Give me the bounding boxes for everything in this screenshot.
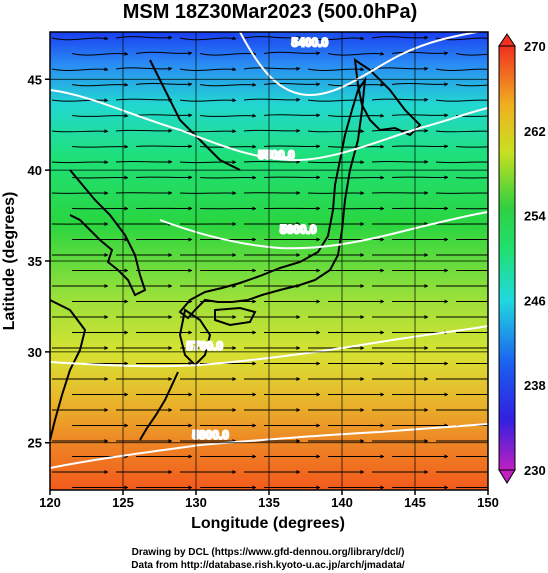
- wind-arrow: [371, 35, 429, 40]
- wind-arrow: [179, 67, 237, 72]
- x-tick-label: 145: [404, 495, 426, 510]
- wind-arrow: [263, 144, 321, 149]
- y-tick-label: 35: [28, 254, 42, 269]
- y-axis-label: Latitude (degrees): [1, 192, 18, 331]
- chart-title: MSM 18Z30Mar2023 (500.0hPa): [123, 1, 418, 23]
- coast-kyushu: [178, 308, 212, 367]
- coast-ryukyu: [139, 371, 179, 441]
- colorbar-label: 262: [524, 124, 546, 139]
- contour-line: [159, 211, 488, 250]
- x-tick-label: 125: [112, 495, 134, 510]
- contour-label: 5600.0: [280, 223, 317, 237]
- wind-arrow: [391, 51, 449, 56]
- wind-arrow: [391, 113, 449, 118]
- x-tick-label: 150: [477, 495, 499, 510]
- cold-core: [130, 32, 470, 172]
- y-tick-label: 45: [28, 72, 42, 87]
- contour-line: [239, 32, 483, 97]
- wind-arrow: [179, 98, 237, 103]
- wind-arrow: [391, 82, 449, 87]
- coast-japan-main: [178, 76, 367, 320]
- coast-korea: [69, 169, 147, 297]
- coast-russia: [149, 59, 241, 171]
- colorbar: 230 238 246 254 262 270: [498, 33, 546, 484]
- wind-arrow: [115, 35, 173, 40]
- credit-dcl: Drawing by DCL (https://www.gfd-dennou.o…: [132, 547, 405, 558]
- wind-arrow: [135, 51, 193, 56]
- wind-arrow: [307, 36, 365, 41]
- wind-arrow: [199, 113, 257, 118]
- wind-arrow: [199, 144, 257, 149]
- wind-arrow: [391, 144, 449, 149]
- wind-arrow: [179, 36, 237, 41]
- wind-arrow: [327, 51, 385, 56]
- colorbar-label: 270: [524, 39, 546, 54]
- wind-arrow: [71, 144, 129, 149]
- x-axis-label: Longitude (degrees): [191, 515, 345, 532]
- wind-arrow: [455, 146, 488, 148]
- wind-arrow: [115, 128, 173, 133]
- wind-arrow: [51, 98, 109, 103]
- wind-arrow: [179, 160, 237, 165]
- wind-arrow: [51, 160, 109, 165]
- contour-label: 5700.0: [186, 339, 223, 353]
- contour-label: 5500.0: [258, 148, 295, 162]
- wind-arrow: [71, 82, 129, 87]
- wind-arrow: [115, 66, 173, 71]
- wind-arrow: [371, 97, 429, 102]
- wind-arrow: [51, 67, 109, 72]
- wind-arrow: [435, 161, 488, 164]
- wind-arrow: [455, 84, 488, 87]
- wind-arrow: [307, 98, 365, 103]
- wind-arrow: [243, 66, 301, 71]
- colorbar-label: 254: [524, 209, 546, 224]
- grid: [50, 32, 488, 490]
- coastlines: [50, 57, 422, 441]
- wind-arrow: [71, 113, 129, 118]
- wind-arrow: [243, 35, 301, 40]
- colorbar-min-triangle: [498, 469, 516, 484]
- wind-arrow: [51, 36, 109, 41]
- contour-label: 5400.0: [292, 36, 329, 50]
- wind-arrow: [327, 113, 385, 118]
- coast-hokkaido: [353, 57, 422, 137]
- coast-china: [50, 299, 87, 441]
- contour-line: [50, 89, 488, 162]
- colorbar-label: 246: [524, 293, 546, 308]
- x-tick-label: 135: [258, 495, 280, 510]
- x-axis: 120 125 130 135 140 145 150: [39, 490, 499, 510]
- credit-data: Data from http://database.rish.kyoto-u.a…: [131, 560, 405, 571]
- wind-arrow: [307, 67, 365, 72]
- wind-arrow: [135, 82, 193, 87]
- colorbar-label: 230: [524, 463, 546, 478]
- y-tick-label: 30: [28, 345, 42, 360]
- colorbar-max-triangle: [498, 33, 516, 47]
- y-tick-label: 25: [28, 436, 42, 451]
- wind-arrow: [135, 113, 193, 118]
- x-tick-label: 130: [185, 495, 207, 510]
- wind-arrow: [199, 82, 257, 87]
- colorbar-scale: [498, 45, 516, 471]
- wind-arrow: [51, 129, 109, 134]
- contour-label: 5800.0: [192, 428, 229, 442]
- x-tick-label: 140: [331, 495, 353, 510]
- coast-shikoku: [214, 306, 257, 327]
- wind-arrow: [455, 53, 488, 56]
- colorbar-label: 238: [524, 378, 546, 393]
- wind-arrow: [71, 51, 129, 56]
- map-area: 5400.0 5500.0 5600.0 5700.0 5800.0: [50, 32, 488, 490]
- wind-arrow: [115, 97, 173, 102]
- x-tick-label: 120: [39, 495, 61, 510]
- wind-arrow: [135, 144, 193, 149]
- wind-arrow: [243, 128, 301, 133]
- wind-arrow: [327, 144, 385, 149]
- wind-arrow: [307, 160, 365, 165]
- y-tick-label: 40: [28, 163, 42, 178]
- wind-arrow: [243, 97, 301, 102]
- y-axis: 25 30 35 40 45: [28, 72, 50, 451]
